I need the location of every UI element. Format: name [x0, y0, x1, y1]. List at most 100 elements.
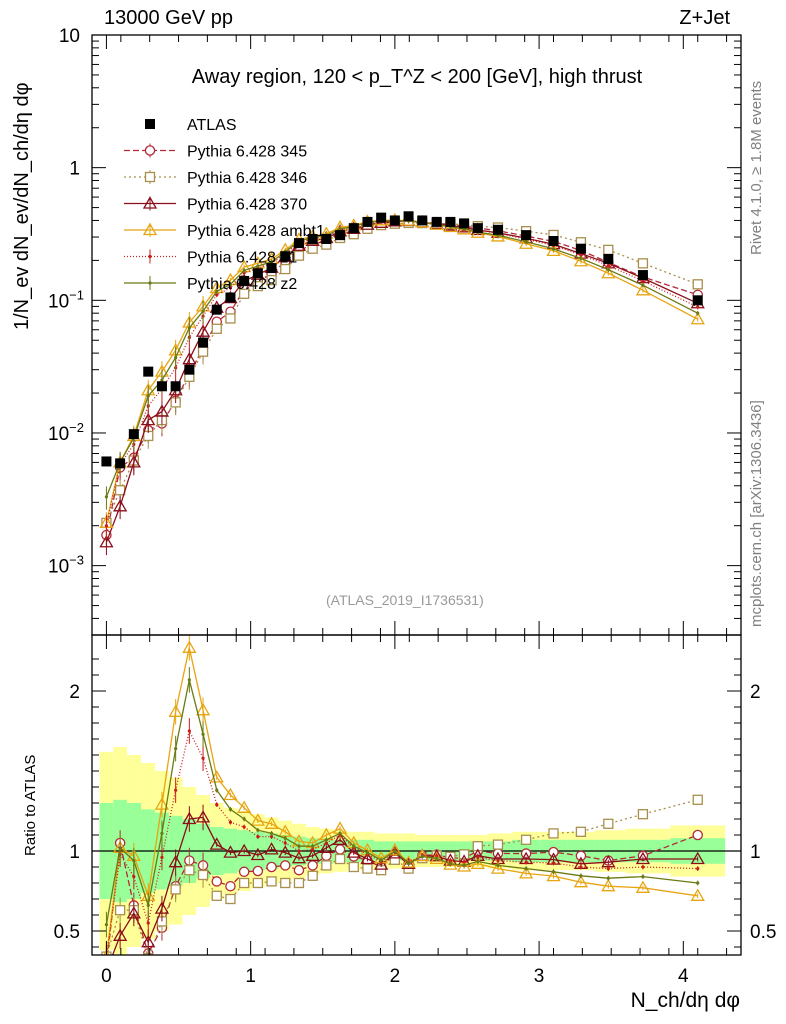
ratio-marker	[393, 849, 397, 853]
legend-swatch	[144, 171, 156, 183]
ratio-marker	[641, 875, 645, 879]
atlas-data-point	[521, 230, 532, 241]
atlas-data-point	[389, 215, 400, 226]
ratio-marker	[324, 838, 328, 842]
series-marker	[573, 253, 589, 267]
legend-label: ATLAS	[187, 117, 237, 134]
ratio-marker	[635, 880, 651, 893]
ratio-marker	[126, 906, 141, 919]
ratio-marker	[250, 847, 265, 861]
series-marker	[187, 326, 191, 330]
ratio-marker	[575, 850, 587, 862]
y-tick-label: 1	[69, 159, 80, 180]
ratio-marker	[548, 846, 559, 858]
ratio-marker	[201, 732, 205, 736]
series-marker	[228, 282, 233, 286]
series-marker	[256, 264, 260, 268]
legend-label: Pythia 6.428 z1	[187, 250, 297, 267]
x-tick-label: 3	[534, 966, 545, 987]
ratio-marker	[237, 843, 252, 857]
ratio-marker	[518, 866, 534, 879]
ratio-marker	[114, 905, 126, 916]
series-marker	[601, 265, 616, 279]
ratio-marker	[496, 859, 500, 863]
y-tick-label: 10−2	[48, 420, 84, 445]
ratio-marker	[641, 865, 645, 869]
ratio-marker	[174, 747, 178, 751]
ratio-marker	[118, 846, 122, 850]
ratio-marker	[187, 729, 191, 733]
series-marker	[603, 244, 614, 256]
ratio-marker	[476, 855, 480, 860]
ratio-marker	[307, 870, 318, 881]
header-right-label: Z+Jet	[679, 7, 730, 29]
header-left-label: 13000 GeV pp	[104, 7, 233, 29]
ratio-marker	[332, 832, 348, 845]
ratio-marker	[264, 842, 279, 855]
ratio-marker	[184, 865, 195, 876]
ratio-marker	[228, 807, 233, 812]
ratio-marker	[579, 865, 583, 869]
series-marker	[641, 283, 645, 287]
ratio-marker	[297, 849, 301, 853]
series-marker	[174, 355, 178, 360]
ratio-tick-label-right: 2	[750, 682, 761, 703]
ratio-marker	[250, 813, 265, 826]
ratio-tick-label-right: 0.5	[750, 922, 776, 943]
ratio-marker	[283, 841, 287, 845]
ratio-marker	[334, 844, 346, 855]
ratio-marker	[238, 866, 250, 878]
ratio-marker	[168, 704, 183, 717]
ratio-marker	[520, 834, 532, 845]
ratio-marker	[311, 847, 315, 852]
ratio-marker	[420, 855, 424, 859]
ratio-marker	[132, 875, 136, 879]
ratio-marker	[406, 861, 411, 865]
ratio-marker	[346, 845, 361, 858]
series-marker	[252, 280, 264, 292]
atlas-data-point	[603, 253, 614, 264]
ratio-marker	[182, 640, 197, 653]
ratio-marker	[524, 860, 528, 864]
ratio-marker	[690, 888, 705, 901]
ratio-marker	[168, 854, 183, 868]
series-marker	[637, 258, 649, 269]
ratio-marker	[307, 860, 318, 871]
ratio-marker	[154, 797, 170, 810]
x-tick-label: 0	[101, 966, 112, 987]
ratio-y-axis-label: Ratio to ATLAS	[22, 754, 39, 856]
ratio-marker	[269, 831, 274, 836]
ratio-marker	[141, 934, 156, 948]
ratio-marker	[579, 874, 583, 878]
ratio-marker	[387, 842, 402, 856]
series-marker	[114, 485, 126, 496]
series-marker	[215, 293, 219, 297]
ratio-marker	[215, 788, 219, 792]
ratio-marker	[293, 864, 305, 876]
ratio-marker	[448, 862, 452, 866]
atlas-data-point	[348, 223, 359, 234]
atlas-data-point	[307, 233, 318, 244]
atlas-data-point	[184, 364, 195, 375]
ratio-marker	[256, 828, 260, 832]
ratio-marker	[239, 877, 250, 889]
mcplots-source-label: mcplots.cern.ch [arXiv:1306.3436]	[748, 400, 765, 627]
ratio-marker	[462, 860, 466, 864]
ratio-marker	[573, 874, 589, 888]
ratio-marker	[105, 957, 108, 960]
ratio-marker	[435, 856, 439, 860]
atlas-data-point	[293, 238, 304, 249]
ratio-marker	[696, 881, 700, 885]
atlas-data-point	[335, 230, 346, 241]
series-marker	[197, 346, 209, 357]
ratio-marker	[280, 877, 291, 889]
ratio-marker	[256, 835, 260, 839]
ratio-marker	[334, 853, 346, 865]
ratio-marker	[606, 867, 610, 871]
series-marker	[211, 323, 222, 334]
atlas-data-point	[403, 211, 414, 222]
ratio-marker	[223, 787, 238, 801]
series-marker	[126, 455, 141, 468]
ratio-marker	[160, 831, 164, 836]
